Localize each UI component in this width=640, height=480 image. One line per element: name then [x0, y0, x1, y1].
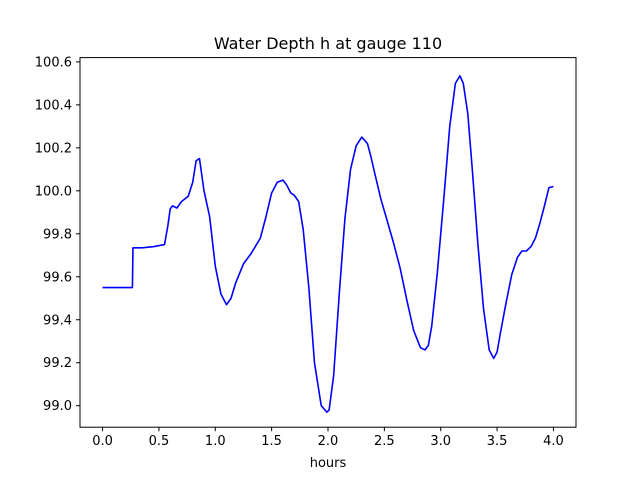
x-tick-label: 3.5 [487, 434, 508, 449]
y-tick-label: 99.2 [43, 356, 72, 371]
series-line-0 [102, 75, 554, 413]
y-tick-label: 99.6 [43, 270, 72, 285]
x-tick-label: 0.0 [92, 434, 113, 449]
x-tick-label: 1.0 [205, 434, 226, 449]
x-tick-label: 0.5 [149, 434, 170, 449]
x-tick-label: 2.0 [318, 434, 339, 449]
x-tick-label: 3.0 [430, 434, 451, 449]
y-tick-label: 100.2 [35, 141, 72, 156]
y-tick-label: 100.6 [35, 55, 72, 70]
x-tick-label: 2.5 [374, 434, 395, 449]
y-tick-label: 99.8 [43, 227, 72, 242]
x-axis-label: hours [310, 456, 347, 471]
chart-title: Water Depth h at gauge 110 [214, 34, 442, 53]
x-tick-label: 4.0 [543, 434, 564, 449]
y-tick-label: 100.0 [35, 184, 72, 199]
y-tick-label: 100.4 [35, 98, 72, 113]
y-tick-label: 99.4 [43, 313, 72, 328]
x-tick-label: 1.5 [261, 434, 282, 449]
plot-area: 0.0 0.5 1.0 1.5 2.0 2.5 3.0 3.5 4.0 99.0 99.2 99.4 9… [35, 55, 577, 449]
y-tick-label: 99.0 [43, 399, 72, 414]
